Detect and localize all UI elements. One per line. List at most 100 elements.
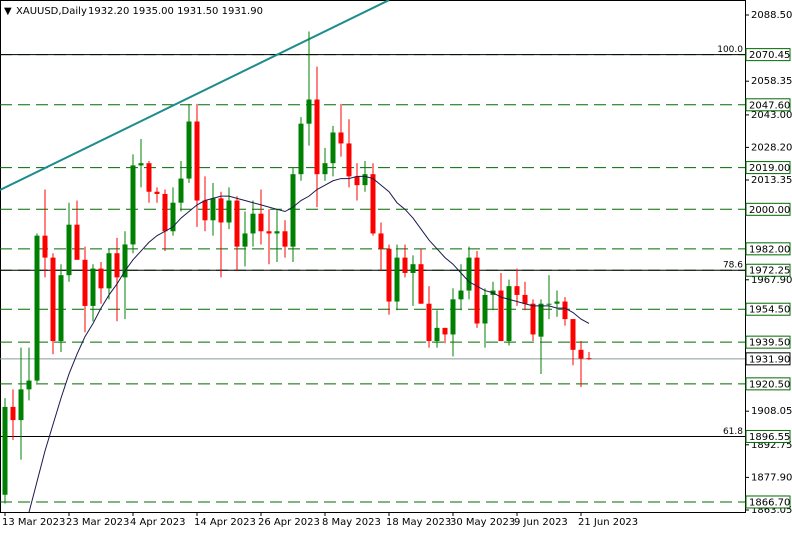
- trendline: [0, 0, 390, 191]
- level-label-box: [745, 263, 791, 277]
- plot-frame: [0, 0, 746, 513]
- candle-body: [394, 257, 400, 302]
- candle-body: [338, 132, 344, 144]
- y-tick-label: 1908.05: [751, 406, 792, 417]
- y-tick-label: 2028.20: [751, 142, 792, 153]
- candle-body: [130, 165, 136, 245]
- candle-body: [522, 294, 528, 304]
- candle-body: [458, 290, 464, 300]
- y-tick-label: 2043.00: [751, 110, 792, 121]
- candle-body: [474, 257, 480, 324]
- header-ohlc: 1932.20 1935.00 1931.50 1931.90: [88, 6, 263, 17]
- candle-body: [82, 259, 88, 306]
- y-tick-label: 1967.90: [751, 275, 792, 286]
- candle-body: [570, 319, 576, 350]
- candle-body: [306, 99, 312, 124]
- y-tick-label: 2058.35: [751, 76, 792, 87]
- level-label: 1939.50: [749, 338, 790, 349]
- candle-body: [178, 178, 184, 203]
- candle-body: [90, 268, 96, 306]
- candle-body: [162, 193, 168, 232]
- candle-body: [402, 257, 408, 273]
- y-tick-label: 1863.05: [751, 505, 792, 516]
- x-tick-label: 21 Jun 2023: [578, 517, 638, 528]
- candle-body: [498, 290, 504, 342]
- x-tick-label: 14 Apr 2023: [194, 517, 256, 528]
- candle-body: [562, 301, 568, 320]
- candle-body: [58, 275, 64, 342]
- level-label-box: [745, 495, 791, 509]
- x-tick-label: 26 Apr 2023: [258, 517, 320, 528]
- level-label-box: [745, 429, 791, 443]
- y-tick-label: 2013.35: [751, 175, 792, 186]
- candle-body: [554, 301, 560, 304]
- level-label: 1896.55: [749, 432, 790, 443]
- candle-body: [274, 231, 280, 234]
- level-label-box: [745, 377, 791, 391]
- level-label: 1954.50: [749, 305, 790, 316]
- candle-body: [450, 299, 456, 335]
- x-tick-label: 30 May 2023: [450, 517, 515, 528]
- level-label-box: [745, 335, 791, 349]
- candle-body: [106, 253, 112, 289]
- candle-body: [170, 202, 176, 232]
- candle-body: [514, 286, 520, 295]
- candle-body: [506, 286, 512, 342]
- candle-body: [466, 257, 472, 291]
- candle-body: [410, 264, 416, 273]
- level-label-box: [745, 161, 791, 175]
- fib-label: 100.0: [717, 45, 743, 55]
- x-tick-label: 9 Jun 2023: [514, 517, 568, 528]
- candle-body: [122, 244, 128, 278]
- candle-body: [362, 174, 368, 186]
- level-label-box: [745, 352, 791, 366]
- candle-body: [370, 174, 376, 234]
- candle-body: [578, 349, 584, 359]
- candle-body: [2, 406, 8, 495]
- x-tick-label: 18 May 2023: [386, 517, 451, 528]
- plot-area: [0, 0, 745, 512]
- candle-body: [434, 327, 440, 342]
- candle-body: [330, 132, 336, 164]
- candle-body: [114, 253, 120, 278]
- level-label: 1866.70: [749, 497, 790, 508]
- candle-body: [538, 303, 544, 337]
- candle-body: [146, 163, 152, 192]
- level-label-box: [745, 242, 791, 256]
- level-label: 2070.45: [749, 50, 790, 61]
- fib-label: 78.6: [723, 261, 743, 271]
- candle-body: [426, 303, 432, 342]
- fib-label: 61.8: [723, 427, 743, 437]
- candle-body: [530, 303, 536, 335]
- candle-body: [138, 163, 144, 166]
- candle-body: [66, 224, 72, 276]
- candle-body: [42, 235, 48, 258]
- level-label: 2000.00: [749, 205, 790, 216]
- y-tick-label: 1892.75: [751, 440, 792, 451]
- y-tick-label: 1877.90: [751, 472, 792, 483]
- candle-body: [226, 200, 232, 223]
- candle-body: [482, 294, 488, 324]
- moving-average: [28, 175, 590, 512]
- y-tick-label: 2088.50: [751, 10, 792, 21]
- level-label: 2047.60: [749, 100, 790, 111]
- candle-body: [210, 198, 216, 221]
- level-label-box: [745, 302, 791, 316]
- candle-body: [418, 264, 424, 304]
- candle-body: [586, 358, 592, 360]
- candle-body: [202, 200, 208, 221]
- candle-body: [298, 123, 304, 175]
- candle-body: [346, 143, 352, 177]
- candle-body: [282, 231, 288, 247]
- candle-body: [242, 233, 248, 247]
- candle-body: [218, 198, 224, 223]
- candle-body: [290, 174, 296, 247]
- level-label-box: [745, 98, 791, 112]
- level-label: 2019.00: [749, 163, 790, 174]
- candle-body: [154, 191, 160, 194]
- candle-body: [26, 380, 32, 390]
- candle-body: [250, 213, 256, 234]
- candle-body: [50, 257, 56, 342]
- candle-body: [10, 406, 16, 421]
